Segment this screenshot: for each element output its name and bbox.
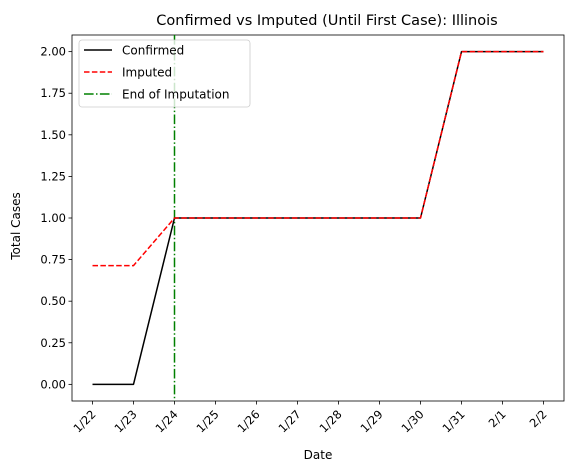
x-tick-label: 1/25 xyxy=(193,407,221,435)
x-tick-label: 2/2 xyxy=(527,407,550,430)
legend: Confirmed Imputed End of Imputation xyxy=(78,39,251,108)
y-tick-label: 1.50 xyxy=(40,128,66,142)
y-tick-label: 1.75 xyxy=(40,86,66,100)
x-tick-label: 1/24 xyxy=(152,407,180,435)
legend-label: End of Imputation xyxy=(122,88,230,102)
y-tick-label: 0.50 xyxy=(40,294,66,308)
x-tick-label: 1/31 xyxy=(439,407,467,435)
x-tick-label: 1/30 xyxy=(398,407,426,435)
y-axis-label: Total Cases xyxy=(9,192,23,260)
y-tick-label: 1.25 xyxy=(40,169,66,183)
series-line-imputed xyxy=(92,50,544,267)
y-tick-label: 0.00 xyxy=(40,377,66,391)
y-tick-label: 1.00 xyxy=(40,211,66,225)
y-tick-label: 2.00 xyxy=(40,45,66,59)
x-tick-label: 1/27 xyxy=(275,407,303,435)
legend-label: Imputed xyxy=(122,66,172,80)
x-tick-label: 1/22 xyxy=(70,407,98,435)
y-tick-label: 0.25 xyxy=(40,336,66,350)
x-tick-label: 1/26 xyxy=(234,407,262,435)
legend-box xyxy=(78,39,251,108)
x-axis-label: Date xyxy=(304,448,333,462)
x-tick-label: 1/23 xyxy=(111,407,139,435)
chart-title: Confirmed vs Imputed (Until First Case):… xyxy=(156,13,497,29)
legend-label: Confirmed xyxy=(122,44,184,58)
x-tick-label: 2/1 xyxy=(486,407,509,430)
x-tick-label: 1/29 xyxy=(357,407,385,435)
y-tick-label: 0.75 xyxy=(40,253,66,267)
x-tick-label: 1/28 xyxy=(316,407,344,435)
